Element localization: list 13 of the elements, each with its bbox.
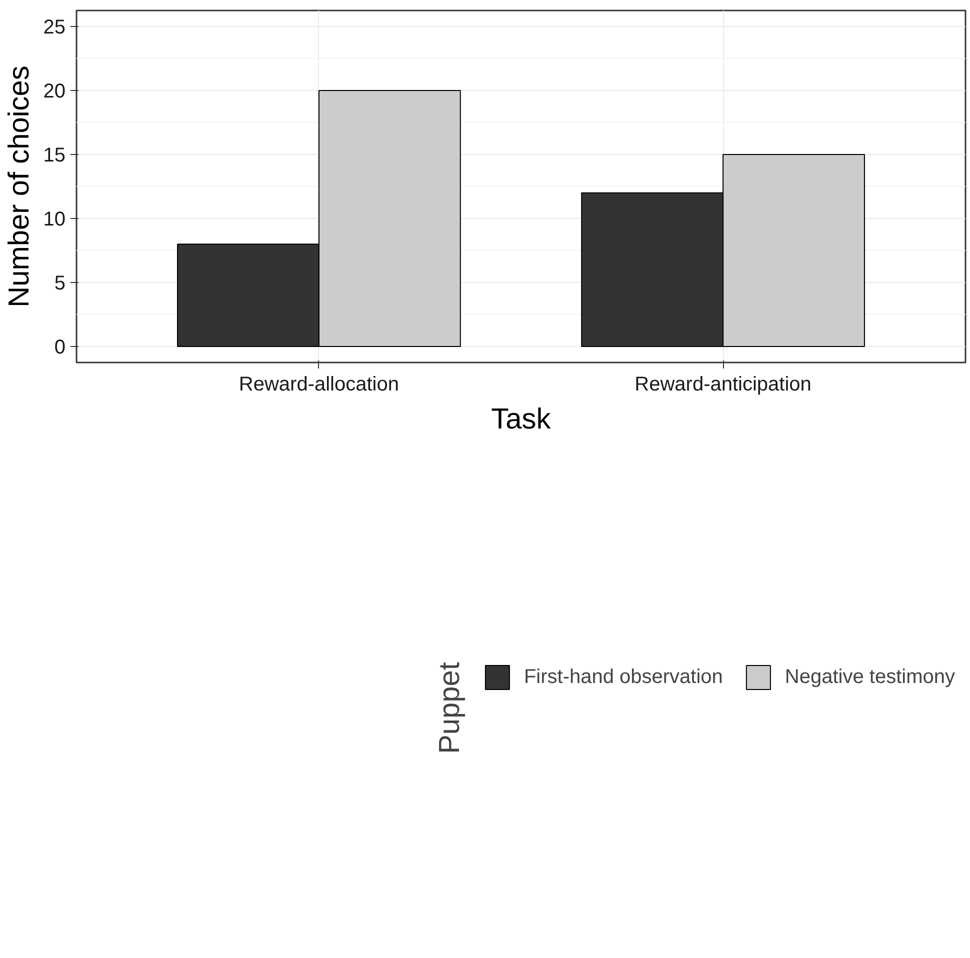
- y-tick-label: 15: [43, 144, 66, 166]
- y-tick-label: 10: [43, 208, 66, 230]
- legend-label: First-hand observation: [524, 666, 723, 689]
- legend-title: Puppet: [434, 662, 467, 754]
- y-tick-label: 5: [54, 272, 66, 294]
- x-axis-title: Task: [491, 404, 552, 436]
- y-axis-title: Number of choices: [3, 66, 36, 308]
- x-tick-label: Reward-allocation: [238, 374, 399, 396]
- y-tick-label: 20: [43, 80, 66, 102]
- x-tick-label: Reward-anticipation: [634, 374, 812, 396]
- y-tick-label: 0: [54, 336, 66, 358]
- y-tick-label: 25: [43, 16, 66, 38]
- legend-label: Negative testimony: [784, 666, 955, 689]
